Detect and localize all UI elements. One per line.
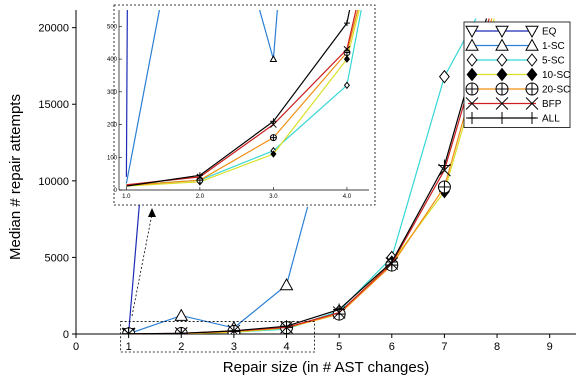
inset-y-tick-label: 100	[107, 155, 118, 161]
legend: EQ 1-SC 5-SC 10-SC 20-SC BFP ALL	[463, 21, 571, 128]
marker-triangle-up	[495, 38, 509, 51]
inset-background	[114, 5, 375, 205]
marker-diamond-filled	[343, 55, 350, 63]
inset-x-tick-label: 4.0	[343, 194, 352, 200]
legend-label-bfp: BFP	[542, 99, 562, 110]
legend-label-eq: EQ	[542, 27, 557, 38]
legend-item-1-sc: 1-SC	[465, 38, 565, 52]
marker-diamond-open	[466, 53, 478, 67]
inset-chart: 1.0 2.0 3.0 4.0 0 100 200 300 400 500	[107, 4, 376, 206]
inset-series-all	[126, 10, 351, 187]
x-tick-label: 6	[389, 341, 395, 353]
inset-series-line-all	[126, 10, 351, 187]
y-tick-label: 15000	[38, 99, 69, 111]
marker-triangle-up	[465, 38, 479, 51]
legend-label-all: ALL	[542, 114, 560, 125]
x-tick-label: 5	[336, 341, 342, 353]
inset-y-tick-label: 400	[107, 57, 118, 63]
y-tick-label: 10000	[38, 176, 69, 188]
inset-plot-area	[125, 10, 362, 187]
zoom-callout	[120, 208, 315, 353]
legend-item-eq: EQ	[465, 25, 557, 39]
inset-y-tick-label: 300	[107, 90, 118, 96]
inset-frame	[113, 4, 376, 206]
marker-diamond-open	[526, 53, 538, 67]
legend-item-10-sc: 10-SC	[466, 67, 570, 82]
x-tick-label: 3	[231, 341, 237, 353]
zoom-region-box	[120, 321, 315, 353]
marker-x-b	[525, 97, 539, 110]
x-tick-label: 2	[178, 341, 184, 353]
y-tick-label: 20000	[38, 23, 69, 35]
legend-label-1-sc: 1-SC	[542, 41, 565, 52]
x-tick-label: 9	[547, 341, 553, 353]
series-all	[122, 18, 488, 334]
x-tick-label: 7	[441, 341, 447, 353]
marker-x-b	[270, 121, 277, 128]
x-tick-label: 1	[126, 341, 132, 353]
legend-item-all: ALL	[466, 112, 560, 125]
marker-x-b	[495, 97, 509, 110]
zoom-arrowhead	[148, 208, 156, 217]
inset-y-tick-label: 0	[114, 188, 118, 194]
inset-y-tick-label: 200	[107, 123, 118, 129]
marker-diamond-open	[343, 81, 350, 90]
inset-x-tick-label: 2.0	[196, 194, 205, 200]
inset-series-line-20-sc	[126, 10, 359, 186]
marker-triangle-up	[525, 38, 539, 51]
legend-item-20-sc: 20-SC	[465, 82, 570, 96]
inset-series-1-sc	[125, 10, 278, 184]
marker-diamond-filled	[496, 67, 508, 82]
series-line-all	[128, 18, 488, 334]
marker-diamond-filled	[466, 67, 478, 82]
series-1-sc	[124, 206, 309, 334]
y-tick-label: 5000	[45, 252, 69, 264]
inset-y-tick-label: 500	[107, 24, 118, 30]
marker-triangle-up	[174, 308, 189, 321]
marker-x-b	[343, 45, 351, 53]
inset-series-line-5-sc	[126, 10, 362, 186]
marker-triangle-down	[525, 25, 539, 39]
y-tick-label: 0	[63, 329, 69, 341]
inset-x-tick-label: 3.0	[269, 194, 278, 200]
marker-x-b	[465, 97, 479, 110]
x-tick-label: 0	[73, 341, 79, 353]
marker-diamond-filled	[270, 150, 277, 158]
x-tick-label: 4	[283, 341, 289, 353]
marker-triangle-up	[279, 277, 294, 291]
inset-tick-labels: 1.0 2.0 3.0 4.0 0 100 200 300 400 500	[107, 24, 352, 200]
legend-label-5-sc: 5-SC	[542, 56, 565, 67]
series-line-1-sc	[128, 206, 309, 334]
inset-axes	[113, 4, 376, 206]
x-tick-label: 8	[494, 341, 500, 353]
legend-item-bfp: BFP	[465, 97, 562, 110]
inset-series-line-bfp	[126, 10, 357, 186]
marker-triangle-up	[269, 55, 278, 62]
zoom-arrow-line	[131, 213, 153, 317]
y-axis-label: Median # repair attempts	[7, 94, 24, 260]
x-axis-label: Repair size (in # AST changes)	[223, 359, 430, 376]
inset-series-line-10-sc	[126, 10, 360, 187]
marker-diamond-open	[496, 53, 508, 67]
marker-diamond-open	[438, 69, 450, 84]
marker-triangle-down	[465, 25, 479, 39]
marker-diamond-filled	[526, 67, 538, 82]
main-plot-area	[121, 18, 495, 334]
marker-triangle-down	[495, 25, 509, 39]
inset-x-tick-label: 1.0	[122, 194, 131, 200]
legend-label-10-sc: 10-SC	[542, 70, 570, 81]
legend-label-20-sc: 20-SC	[542, 85, 570, 96]
legend-item-5-sc: 5-SC	[466, 53, 565, 67]
